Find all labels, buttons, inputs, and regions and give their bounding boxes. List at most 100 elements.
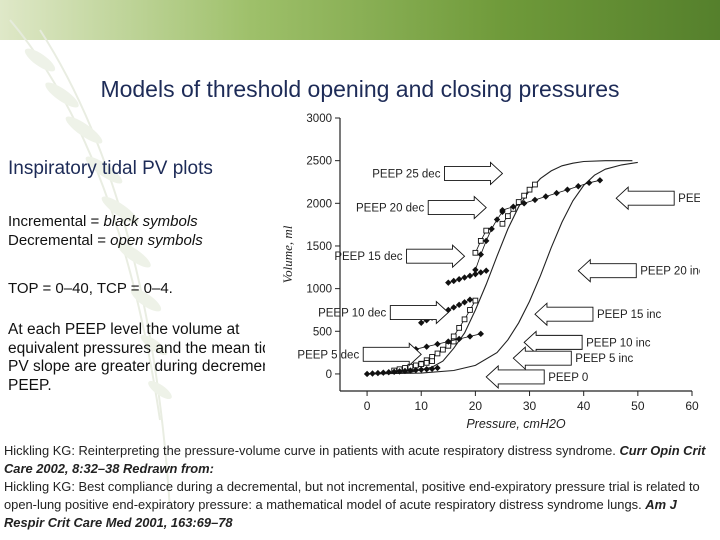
y-tick-label: 500	[313, 326, 332, 338]
legend-decremental-value: open symbols	[110, 232, 203, 249]
peep-5-dec-point	[418, 361, 425, 367]
peep-5-dec-arrow	[362, 342, 422, 367]
peep-25-inc-label: PEEP 25 inc	[678, 193, 700, 205]
legend-incremental-value: black symbols	[103, 213, 198, 230]
peep-20-inc-point	[499, 208, 506, 216]
peep-5-inc-point	[434, 340, 441, 348]
peep-15-inc-point	[477, 269, 484, 276]
citation-1-source: Curr Opin Crit Care 2002, 8:32–38 Redraw…	[4, 443, 706, 476]
slide-title: Models of threshold opening and closing …	[100, 76, 620, 102]
conclusion-paragraph: At each PEEP level the volume at equival…	[8, 321, 288, 394]
legend-incremental-label: Incremental =	[8, 213, 104, 230]
y-tick-label: 3000	[306, 113, 332, 125]
peep-5-inc-point	[445, 338, 452, 345]
peep-5-dec-point	[423, 359, 430, 366]
peep-5-inc-point	[466, 333, 474, 340]
peep-10-dec-point	[440, 346, 446, 353]
peep-20-inc-point	[493, 216, 501, 223]
peep-0-label: PEEP 0	[548, 372, 588, 384]
peep-10-inc-arrow	[523, 330, 583, 355]
peep-15-dec-label: PEEP 15 dec	[334, 251, 402, 263]
peep-15-dec-arrow	[406, 244, 466, 269]
peep-15-dec-point	[472, 297, 479, 304]
peep-0-point	[390, 368, 398, 376]
citation-2: Hickling KG: Best compliance during a de…	[4, 479, 700, 512]
peep-20-dec-arrow	[427, 195, 487, 220]
peep-20-dec-point	[477, 237, 484, 244]
peep-25-dec-point	[515, 199, 522, 205]
peep-25-inc-line	[502, 179, 600, 211]
peep-15-inc-point	[466, 272, 474, 280]
peep-15-inc-point	[461, 274, 468, 281]
peep-0-arrow	[485, 364, 545, 389]
peep-25-dec-point	[532, 181, 538, 188]
peep-0-point	[423, 366, 430, 373]
peep-15-inc-point	[450, 277, 457, 285]
peep-0-point	[385, 369, 392, 376]
peep-20-dec-point	[472, 249, 479, 256]
peep-15-inc-arrow	[534, 302, 594, 327]
y-tick-label: 1000	[306, 284, 332, 296]
header-banner	[0, 0, 720, 40]
peep-25-dec-point	[526, 186, 533, 193]
x-axis-label: Pressure, cmH2O	[466, 417, 566, 431]
peep-10-inc-point	[450, 304, 457, 311]
y-tick-label: 2500	[306, 156, 332, 168]
peep-15-inc-point	[472, 270, 479, 278]
peep-0-point	[412, 366, 420, 374]
peep-10-inc-point	[466, 296, 474, 303]
citation-2-source: Am J Respir Crit Care Med 2001, 163:69–7…	[4, 497, 677, 530]
peep-0-point	[434, 364, 441, 372]
peep-0-point	[396, 368, 403, 375]
decremental-reference-curve	[367, 160, 633, 375]
peep-25-dec-label: PEEP 25 dec	[372, 168, 440, 180]
peep-25-inc-arrow	[615, 186, 675, 211]
peep-5-dec-label: PEEP 5 dec	[297, 349, 359, 361]
peep-15-inc-label: PEEP 15 inc	[597, 309, 662, 321]
peep-25-dec-point	[499, 220, 506, 227]
peep-5-inc-point	[477, 330, 484, 338]
peep-0-point	[369, 370, 376, 377]
pv-chart-svg: 0 500 1000 1500 2000 2500 3000 0 10 20 30 40 50 60 Pre…	[265, 108, 700, 433]
peep-25-dec-arrow	[444, 161, 504, 186]
pv-chart: 0 500 1000 1500 2000 2500 3000 0 10 20 30 40 50 60 Pre…	[265, 108, 700, 433]
peep-20-dec-point	[483, 227, 490, 234]
peep-20-dec-label: PEEP 20 dec	[356, 203, 424, 215]
peep-25-inc-point	[531, 196, 539, 204]
legend-incremental: Incremental = black symbols	[8, 213, 198, 230]
peep-25-inc-point	[596, 177, 604, 184]
pressure-ranges: TOP = 0–40, TCP = 0–4.	[8, 280, 173, 297]
x-tick-label: 30	[523, 399, 537, 413]
citation-1: Hickling KG: Reinterpreting the pressure…	[4, 443, 620, 458]
y-tick-label: 2000	[306, 198, 332, 210]
peep-15-dec-point	[456, 325, 462, 331]
x-tick-label: 50	[631, 399, 645, 413]
y-tick-label: 0	[326, 369, 332, 381]
peep-20-inc-point	[483, 237, 490, 245]
peep-10-dec-point	[434, 350, 441, 357]
peep-15-dec-point	[467, 307, 473, 313]
peep-15-inc-point	[483, 267, 490, 274]
peep-0-point	[380, 369, 387, 376]
peep-10-dec-label: PEEP 10 dec	[318, 308, 386, 320]
peep-10-dec-arrow	[389, 300, 449, 325]
peep-25-dec-point	[521, 192, 527, 199]
peep-5-dec-point	[429, 358, 435, 364]
peep-25-inc-point	[585, 179, 593, 187]
peep-20-inc-arrow	[577, 258, 637, 283]
citation-block: Hickling KG: Reinterpreting the pressure…	[4, 442, 716, 532]
peep-20-inc-label: PEEP 20 inc	[640, 266, 700, 278]
peep-15-dec-point	[450, 333, 457, 340]
peep-0-point	[428, 365, 436, 373]
peep-5-inc-label: PEEP 5 inc	[575, 353, 633, 365]
peep-25-inc-point	[553, 189, 560, 197]
peep-20-inc-point	[472, 266, 479, 274]
peep-15-dec-point	[461, 316, 468, 323]
peep-25-inc-point	[564, 186, 571, 193]
peep-20-inc-point	[477, 251, 484, 258]
fern-decoration	[9, 19, 172, 511]
peep-0-point	[407, 367, 414, 374]
y-axis-label: Volume, ml	[280, 225, 295, 283]
peep-0-point	[363, 370, 371, 378]
peep-0-point	[418, 366, 425, 373]
